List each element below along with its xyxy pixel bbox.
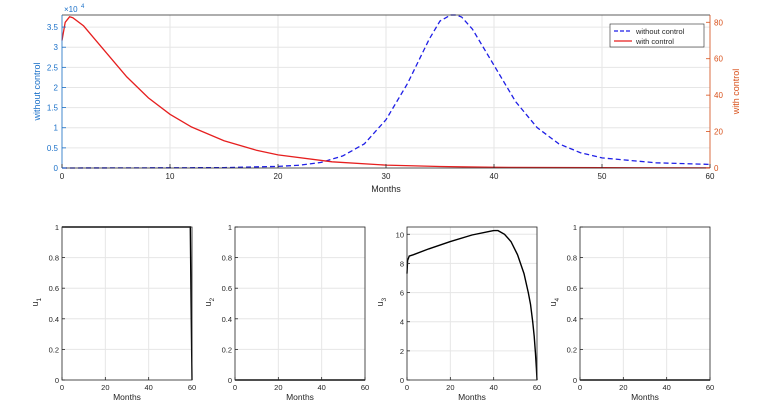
u1-x-tick-label-3: 60 (188, 383, 196, 392)
u2-y-label-main: u (203, 301, 213, 306)
u3-frame (406, 226, 538, 381)
u1-x-tick-label-2: 40 (144, 383, 152, 392)
legend-label-with-control: with control (635, 37, 674, 46)
top-left-tick-label-7: 3.5 (47, 23, 59, 32)
u1-y-tick-label-5: 1 (55, 223, 59, 232)
u2-y-tick-label-0: 0 (228, 376, 232, 385)
u2-frame (234, 226, 366, 381)
legend-box (609, 23, 705, 48)
u1-y-tick-label-0: 0 (55, 376, 59, 385)
u2-y-label-sub: 2 (209, 298, 216, 302)
u2-plot-area (235, 227, 365, 380)
u2-x-axis-label: Months (286, 392, 314, 402)
u3-plot-area (407, 227, 537, 380)
u4-frame (579, 226, 711, 381)
u2-x-tick-label-0: 0 (233, 383, 237, 392)
u2-x-tick-label-1: 20 (274, 383, 282, 392)
u4-y-label-sub: 4 (554, 298, 561, 302)
u3-x-tick-label-0: 0 (405, 383, 409, 392)
u4-y-label-main: u (548, 301, 558, 306)
u3-y-label-sub: 3 (381, 298, 388, 302)
top-x-tick-label-4: 40 (490, 172, 499, 181)
top-right-y-axis-label: with control (731, 69, 741, 116)
u1-y-tick-label-1: 0.2 (49, 345, 59, 354)
u1-y-axis-label: u1 (30, 298, 43, 307)
u3-y-axis-label: u3 (375, 298, 388, 307)
top-right-tick-label-1: 20 (714, 128, 723, 137)
u1-y-label-main: u (30, 301, 40, 306)
u4-x-axis-label: Months (631, 392, 659, 402)
top-left-tick-label-2: 1 (54, 124, 59, 133)
u1-x-tick-label-0: 0 (60, 383, 64, 392)
u1-plot-area (62, 227, 192, 380)
top-x-tick-label-2: 20 (274, 172, 283, 181)
u1-x-axis-label: Months (113, 392, 141, 402)
top-x-tick-label-5: 50 (598, 172, 607, 181)
u2-x-tick-label-2: 40 (317, 383, 325, 392)
u2-y-tick-label-5: 1 (228, 223, 232, 232)
u4-x-tick-label-2: 40 (662, 383, 670, 392)
u2-y-tick-label-2: 0.4 (222, 315, 232, 324)
u4-x-tick-label-1: 20 (619, 383, 627, 392)
u2-x-tick-label-3: 60 (361, 383, 369, 392)
top-left-tick-label-6: 3 (54, 43, 59, 52)
u3-y-tick-label-5: 10 (396, 230, 404, 239)
u3-y-tick-label-0: 0 (400, 376, 404, 385)
u1-y-tick-label-3: 0.6 (49, 284, 59, 293)
top-x-tick-label-1: 10 (166, 172, 175, 181)
u4-x-tick-label-3: 60 (706, 383, 714, 392)
u3-x-tick-label-3: 60 (533, 383, 541, 392)
u1-y-tick-label-4: 0.8 (49, 254, 59, 263)
u4-x-tick-label-0: 0 (578, 383, 582, 392)
u3-series-line (406, 229, 538, 381)
top-right-tick-label-4: 80 (714, 18, 723, 27)
u2-y-axis-label: u2 (203, 298, 216, 307)
top-x-tick-label-3: 30 (382, 172, 391, 181)
top-left-tick-label-5: 2.5 (47, 63, 59, 72)
u3-x-tick-label-1: 20 (446, 383, 454, 392)
u2-y-tick-label-4: 0.8 (222, 254, 232, 263)
u1-x-tick-label-1: 20 (101, 383, 109, 392)
u1-y-tick-label-2: 0.4 (49, 315, 59, 324)
legend-label-without-control: without control (635, 27, 685, 36)
top-exponent-power: 4 (81, 4, 85, 10)
u3-y-tick-label-3: 6 (400, 289, 404, 298)
u4-y-tick-label-0: 0 (573, 376, 577, 385)
top-x-axis-label: Months (371, 184, 401, 194)
u4-plot-area (580, 227, 710, 380)
top-x-tick-label-6: 60 (706, 172, 715, 181)
u4-y-axis-label: u4 (548, 298, 561, 307)
u4-y-tick-label-1: 0.2 (567, 345, 577, 354)
u3-x-tick-label-2: 40 (489, 383, 497, 392)
top-right-tick-label-0: 0 (714, 164, 719, 173)
top-left-tick-label-4: 2 (54, 83, 59, 92)
u4-y-tick-label-3: 0.6 (567, 284, 577, 293)
u4-y-tick-label-4: 0.8 (567, 254, 577, 263)
top-x-tick-label-0: 0 (60, 172, 65, 181)
u4-y-tick-label-2: 0.4 (567, 315, 577, 324)
u3-y-label-main: u (375, 301, 385, 306)
u3-y-tick-label-4: 8 (400, 259, 404, 268)
u1-frame (61, 226, 193, 381)
top-right-tick-label-3: 60 (714, 55, 723, 64)
top-left-y-axis-label: without control (32, 62, 42, 121)
series-with-control-line (61, 16, 711, 169)
top-left-tick-label-0: 0 (54, 164, 59, 173)
u3-y-tick-label-1: 2 (400, 347, 404, 356)
top-left-tick-label-1: 0.5 (47, 144, 59, 153)
u3-y-tick-label-2: 4 (400, 318, 404, 327)
u2-y-tick-label-1: 0.2 (222, 345, 232, 354)
u2-y-tick-label-3: 0.6 (222, 284, 232, 293)
top-exponent-label: ×10 (64, 5, 78, 14)
u4-y-tick-label-5: 1 (573, 223, 577, 232)
top-right-tick-label-2: 40 (714, 91, 723, 100)
u3-x-axis-label: Months (458, 392, 486, 402)
u1-y-label-sub: 1 (36, 298, 43, 302)
top-left-tick-label-3: 1.5 (47, 104, 59, 113)
